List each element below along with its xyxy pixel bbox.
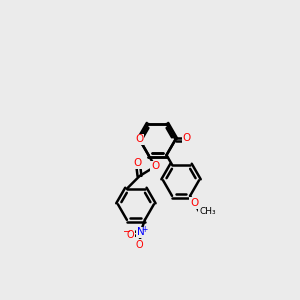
Text: O: O [127, 230, 135, 240]
Text: −: − [123, 227, 131, 238]
Text: O: O [135, 134, 144, 145]
Text: O: O [134, 158, 142, 169]
Text: +: + [141, 225, 147, 234]
Text: O: O [190, 198, 198, 208]
Text: O: O [151, 161, 159, 172]
Text: O: O [183, 133, 191, 143]
Text: CH₃: CH₃ [199, 207, 216, 216]
Text: O: O [136, 240, 144, 250]
Text: N: N [136, 227, 144, 238]
